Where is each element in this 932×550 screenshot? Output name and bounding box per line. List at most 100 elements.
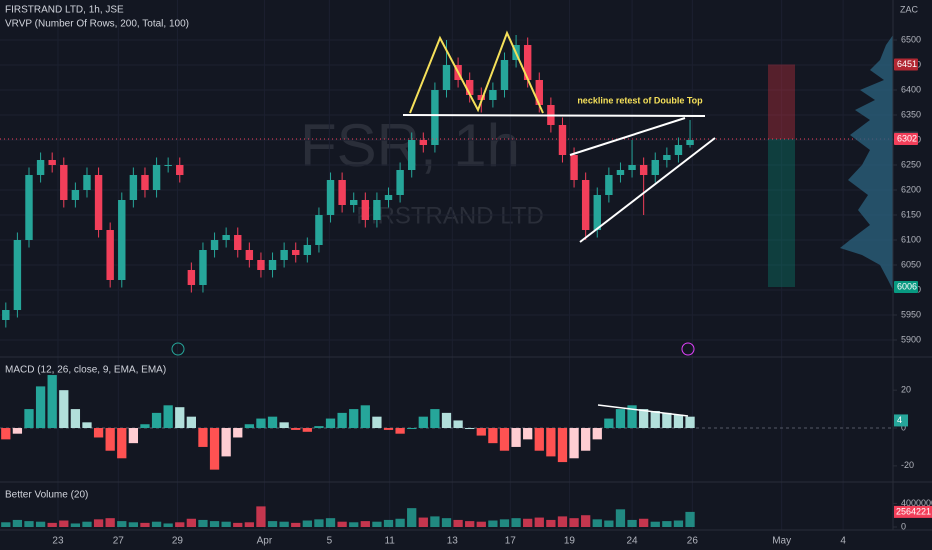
volume-bar — [430, 516, 440, 527]
candle-body — [292, 250, 300, 255]
candle-body — [639, 165, 648, 175]
macd-bar — [70, 409, 81, 429]
candle-body — [164, 165, 172, 166]
candle-body — [628, 165, 636, 170]
y-tick-label: 5950 — [901, 309, 921, 319]
candle-body — [431, 90, 439, 145]
volume-bar — [279, 521, 289, 527]
volume-bar — [407, 508, 417, 527]
volume-bar — [291, 522, 301, 527]
volume-bar — [673, 520, 684, 527]
candle-body — [570, 155, 578, 180]
volume-bar — [627, 519, 637, 527]
candle-body — [581, 180, 590, 230]
volume-bar — [314, 519, 324, 527]
volume-bar — [59, 520, 69, 527]
volume-bar — [82, 521, 92, 527]
macd-bar — [650, 410, 660, 429]
target-label-bg — [894, 281, 918, 293]
macd-bar — [198, 428, 208, 447]
candle-body — [593, 195, 601, 230]
candle-body — [48, 160, 56, 165]
volume-title: Better Volume (20) — [5, 490, 88, 501]
volume-bar — [151, 521, 162, 527]
macd-bar — [430, 409, 440, 429]
y-tick-label: 6500 — [901, 34, 921, 44]
volume-bar — [221, 521, 231, 527]
macd-bar — [244, 424, 254, 429]
y-tick-label: 6350 — [901, 109, 921, 119]
macd-bar — [233, 428, 243, 438]
macd-bar — [291, 428, 301, 430]
macd-bar — [117, 428, 127, 459]
candle-body — [176, 165, 184, 175]
y-tick-label: 0 — [901, 422, 906, 432]
candle-body — [350, 200, 358, 205]
macd-bar — [93, 428, 104, 438]
volume-bar — [302, 520, 312, 527]
candle-body — [442, 65, 451, 90]
candle-body — [407, 140, 416, 170]
macd-bar — [627, 405, 637, 429]
volume-bar — [209, 521, 220, 527]
y-tick-label: 6250 — [901, 159, 921, 169]
x-tick-label: Apr — [257, 536, 273, 547]
macd-bar — [209, 428, 220, 470]
macd-bar — [557, 428, 568, 463]
volume-bar — [418, 517, 428, 527]
volume-bar — [128, 522, 139, 527]
annotation: neckline retest of Double Top — [577, 95, 703, 105]
candle-body — [234, 235, 242, 250]
candle-body — [686, 140, 694, 145]
volume-bar — [499, 519, 510, 527]
candle-body — [373, 200, 381, 220]
macd-bar — [186, 416, 196, 429]
y-tick-label: -20 — [901, 460, 914, 470]
candle-body — [315, 215, 323, 245]
position-target-zone — [768, 139, 795, 287]
macd-bar — [534, 428, 544, 451]
candle-body — [118, 200, 126, 280]
candle-body — [25, 175, 33, 240]
candle-body — [187, 270, 196, 285]
macd-bar — [256, 418, 266, 429]
wedge-upper — [569, 117, 686, 156]
volume-bar — [465, 521, 475, 527]
volume-bar — [546, 519, 556, 527]
volume-bar — [662, 521, 672, 527]
macd-bar — [685, 416, 695, 429]
macd-divergence — [597, 404, 689, 417]
volume-bar — [233, 522, 243, 527]
volume-bar — [267, 521, 278, 527]
macd-bar — [302, 428, 312, 432]
macd-bar — [639, 409, 649, 429]
macd-bar — [1, 428, 11, 440]
macd-bar — [128, 428, 139, 444]
volume-bar — [523, 518, 533, 527]
candle-body — [94, 175, 103, 230]
macd-value-bg — [894, 414, 908, 427]
candle-body — [535, 80, 543, 105]
event-icon[interactable] — [171, 342, 185, 356]
x-tick-label: 29 — [172, 536, 184, 547]
x-tick-label: 5 — [327, 536, 333, 547]
candle-body — [605, 175, 613, 195]
event-icon[interactable] — [681, 342, 695, 356]
macd-bar — [592, 428, 602, 440]
volume-value-bg — [894, 505, 932, 518]
volume-bar — [47, 522, 57, 527]
y-tick-label: 6150 — [901, 209, 921, 219]
candle-body — [210, 240, 219, 250]
macd-bar — [372, 416, 382, 429]
volume-bar — [198, 519, 208, 527]
macd-bar — [523, 428, 533, 440]
x-tick-label: 19 — [564, 536, 576, 547]
candle-body — [500, 60, 509, 90]
macd-bar — [59, 390, 69, 429]
volume-bar — [534, 517, 544, 527]
volume-profile — [840, 35, 893, 290]
neckline — [402, 114, 706, 117]
macd-bar — [511, 428, 521, 447]
x-tick-label: 27 — [113, 536, 125, 547]
